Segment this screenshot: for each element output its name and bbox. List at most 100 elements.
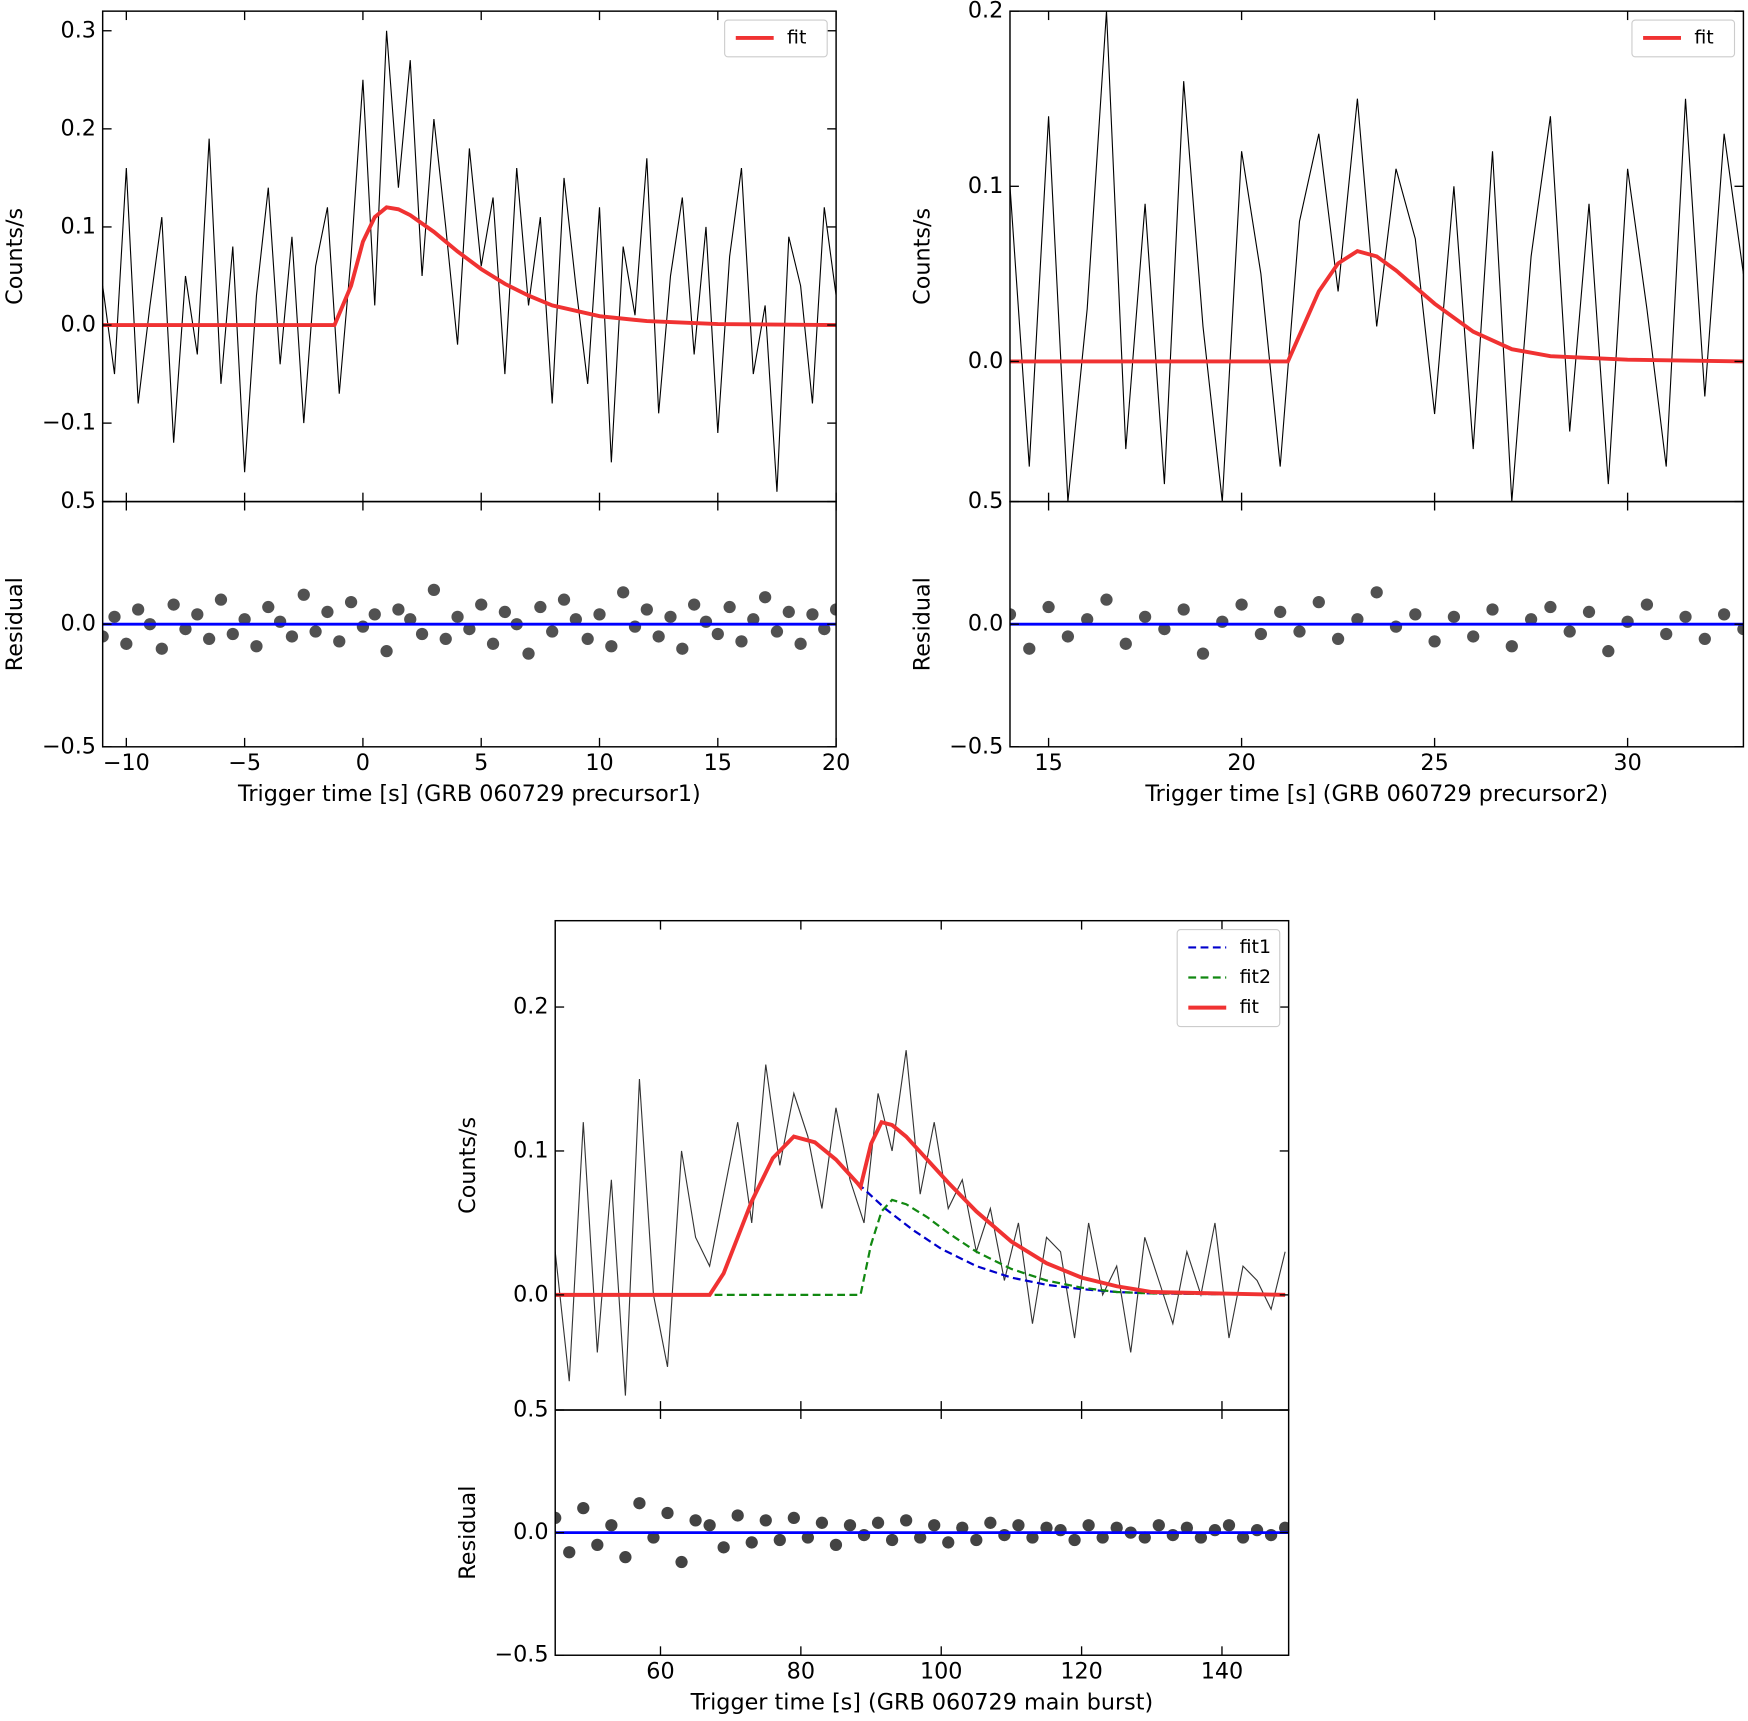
residual-point — [427, 583, 441, 596]
residual-point — [577, 1501, 590, 1515]
x-tick-label: 120 — [1060, 1658, 1103, 1684]
residual-point — [569, 613, 582, 626]
residual-point — [1208, 1524, 1222, 1537]
residual-point — [226, 627, 239, 641]
x-tick-label: 10 — [585, 750, 613, 776]
y-tick-label: −0.5 — [42, 733, 96, 759]
residual-point — [1138, 610, 1152, 623]
fit-line — [555, 1119, 1286, 1297]
y-tick-label: 0.0 — [61, 611, 96, 637]
residual-point — [773, 1533, 786, 1547]
residual-point — [818, 622, 831, 636]
y-tick-label: −0.5 — [949, 733, 1003, 759]
x-tick-label: 5 — [474, 750, 488, 776]
residual-point — [956, 1521, 969, 1534]
x-axis-label: Trigger time [s] (GRB 060729 precursor2) — [1144, 781, 1608, 807]
residual-point — [451, 610, 464, 623]
residual-point — [758, 591, 772, 604]
residual-point — [415, 627, 429, 641]
residual-point — [829, 603, 837, 616]
y-axis-label: Counts/s — [2, 208, 28, 305]
residual-point — [984, 1516, 997, 1529]
residual-point — [167, 598, 180, 611]
residual-point — [1177, 603, 1190, 616]
fit-line — [102, 205, 837, 327]
residual-point — [1023, 642, 1036, 655]
residual-point — [1096, 1531, 1109, 1544]
legend-label: fit — [1694, 26, 1713, 48]
residual-point — [928, 1519, 941, 1532]
residual-point — [914, 1531, 927, 1544]
residual-point — [1660, 627, 1673, 641]
residual-point — [1698, 632, 1711, 646]
y-axis-label: Counts/s — [910, 208, 936, 305]
residual-point — [344, 595, 358, 609]
plot-area — [555, 1497, 1289, 1569]
y-tick-label: 0.5 — [968, 488, 1003, 514]
y-tick-label: 0.5 — [61, 488, 96, 514]
residual-point — [1279, 1521, 1289, 1534]
residual-point — [885, 1533, 899, 1547]
residual-point — [1158, 622, 1171, 636]
residual-point — [1351, 613, 1364, 626]
residual-point — [1222, 1519, 1236, 1532]
residual-point — [843, 1519, 857, 1532]
residual-point — [1012, 1519, 1025, 1532]
y-axis-label: Residual — [455, 1486, 481, 1580]
residual-point — [1040, 1521, 1053, 1534]
residual-point — [555, 1511, 562, 1525]
residual-point — [770, 625, 784, 638]
data-line — [1009, 11, 1744, 502]
residual-point — [591, 1538, 604, 1552]
residual-point — [640, 603, 653, 616]
residual-point — [1194, 1531, 1208, 1544]
residual-point — [731, 1509, 744, 1522]
residual-point — [605, 640, 618, 653]
residual-point — [534, 600, 547, 614]
y-axis-label: Counts/s — [455, 1117, 481, 1214]
y-tick-label: 0.0 — [968, 611, 1003, 637]
residual-point — [1100, 593, 1113, 606]
residual-point — [652, 630, 665, 643]
residual-point — [250, 640, 263, 653]
x-axis-label: Trigger time [s] (GRB 060729 precursor1) — [237, 781, 701, 807]
x-axis-label: Trigger time [s] (GRB 060729 main burst) — [690, 1690, 1154, 1716]
residual-point — [439, 632, 452, 646]
residual-point — [463, 622, 476, 636]
y-tick-label: 0.1 — [968, 173, 1003, 199]
residual-point — [1250, 1524, 1264, 1537]
residual-point — [179, 622, 192, 636]
axes-frame — [101, 10, 837, 503]
residual-point — [998, 1528, 1011, 1542]
residual-point — [1505, 640, 1518, 653]
x-tick-label: −10 — [103, 750, 150, 776]
residual-point — [794, 637, 807, 650]
residual-point — [262, 600, 275, 614]
x-tick-label: 0 — [356, 750, 370, 776]
residual-point — [1602, 645, 1615, 658]
residual-point — [1054, 1524, 1067, 1537]
residual-point — [747, 613, 760, 626]
residual-point — [1293, 625, 1306, 638]
y-tick-label: 0.1 — [513, 1137, 548, 1163]
residual-point — [1138, 1531, 1151, 1544]
residual-point — [745, 1536, 758, 1549]
residual-point — [132, 603, 145, 616]
legend-label: fit — [787, 26, 806, 48]
residual-point — [617, 586, 630, 599]
residual-point — [593, 608, 606, 621]
residual-point — [871, 1516, 885, 1529]
x-tick-label: 25 — [1420, 750, 1448, 776]
residual-point — [486, 637, 500, 650]
residual-point — [1009, 608, 1017, 621]
residual-point — [273, 615, 287, 628]
legend-label: fit2 — [1240, 966, 1271, 988]
residual-point — [392, 603, 405, 616]
residual-point — [475, 598, 488, 611]
residual-point — [699, 615, 713, 628]
residual-point — [1428, 635, 1441, 648]
fit-line — [1009, 249, 1744, 364]
residual-point — [368, 608, 381, 621]
x-tick-label: 30 — [1613, 750, 1641, 776]
residual-point — [1409, 608, 1422, 621]
